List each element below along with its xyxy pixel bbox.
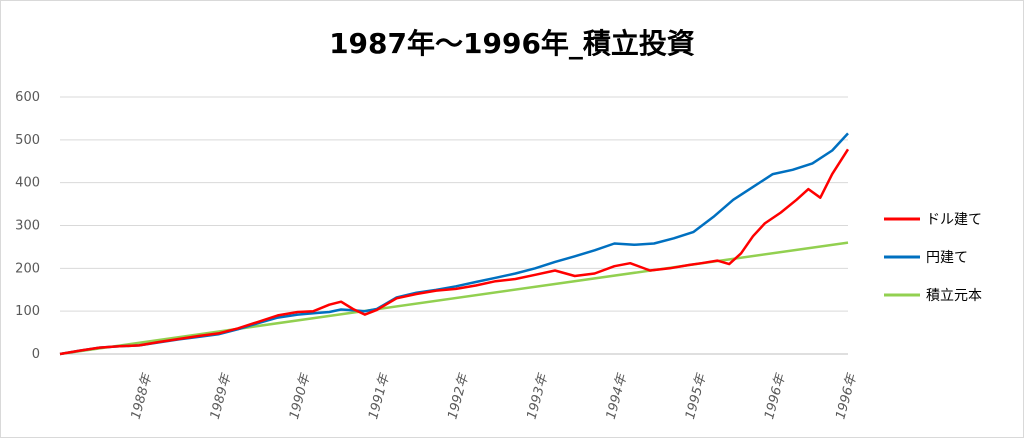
legend-label: 積立元本	[926, 288, 982, 304]
x-tick-label: 1994年	[604, 371, 631, 421]
x-tick-label: 1995年	[683, 371, 710, 421]
y-tick-label: 300	[15, 219, 40, 234]
y-tick-label: 600	[15, 90, 40, 105]
series-line	[59, 132, 849, 356]
x-tick-label: 1993年	[525, 371, 552, 421]
x-tick-label: 1992年	[445, 371, 472, 421]
x-tick-label: 1996年	[833, 371, 860, 421]
y-tick-label: 400	[15, 176, 40, 191]
x-tick-label: 1996年	[762, 371, 789, 421]
y-tick-label: 0	[32, 347, 40, 362]
series-line	[59, 241, 849, 356]
y-tick-label: 100	[15, 304, 40, 319]
x-tick-label: 1991年	[366, 371, 393, 421]
x-tick-label: 1989年	[208, 371, 235, 421]
x-tick-label: 1988年	[129, 371, 156, 421]
x-tick-label: 1990年	[287, 371, 314, 421]
legend-label: ドル建て	[926, 212, 982, 228]
y-tick-label: 200	[15, 261, 40, 276]
y-tick-label: 500	[15, 133, 40, 148]
chart-title: 1987年〜1996年_積立投資	[329, 27, 695, 60]
legend-label: 円建て	[926, 250, 968, 266]
series-line	[59, 148, 850, 356]
